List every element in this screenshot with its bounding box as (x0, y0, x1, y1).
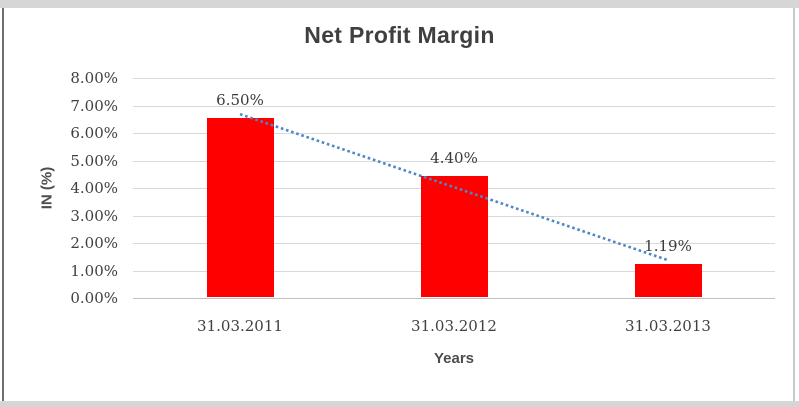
x-tick-label: 31.03.2013 (625, 317, 711, 335)
data-label: 4.40% (430, 149, 478, 167)
gridline (133, 133, 775, 134)
x-tick-label: 31.03.2012 (411, 317, 497, 335)
trendline (239, 112, 669, 262)
gridline (133, 160, 775, 162)
bar-31.03.2013 (634, 264, 702, 297)
y-tick-label: 4.00% (70, 179, 118, 197)
gridline (133, 105, 775, 107)
frame-left-edge (2, 8, 4, 401)
y-tick-label: 2.00% (70, 234, 118, 252)
frame-top-strip (0, 0, 799, 8)
y-tick-label: 6.00% (70, 124, 118, 142)
y-tick-label: 8.00% (70, 69, 118, 87)
y-tick-label: 3.00% (70, 206, 118, 225)
y-tick-label: 1.00% (70, 261, 118, 280)
gridline (133, 78, 775, 79)
x-tick-label: 31.03.2011 (197, 317, 283, 335)
y-tick-label: 7.00% (70, 96, 118, 115)
data-label: 1.19% (644, 237, 692, 256)
bar-31.03.2011 (206, 118, 274, 297)
x-axis-title: Years (433, 350, 475, 367)
y-tick-label: 0.00% (70, 289, 118, 307)
frame-right-edge (793, 8, 795, 401)
y-tick-label: 5.00% (70, 151, 118, 170)
chart-title: Net Profit Margin (304, 22, 495, 48)
frame-bottom-strip (0, 401, 799, 407)
plot-area: 6.50% 4.40% 1.19% (133, 78, 775, 299)
x-axis-line (133, 298, 775, 299)
data-label: 6.50% (216, 91, 264, 110)
